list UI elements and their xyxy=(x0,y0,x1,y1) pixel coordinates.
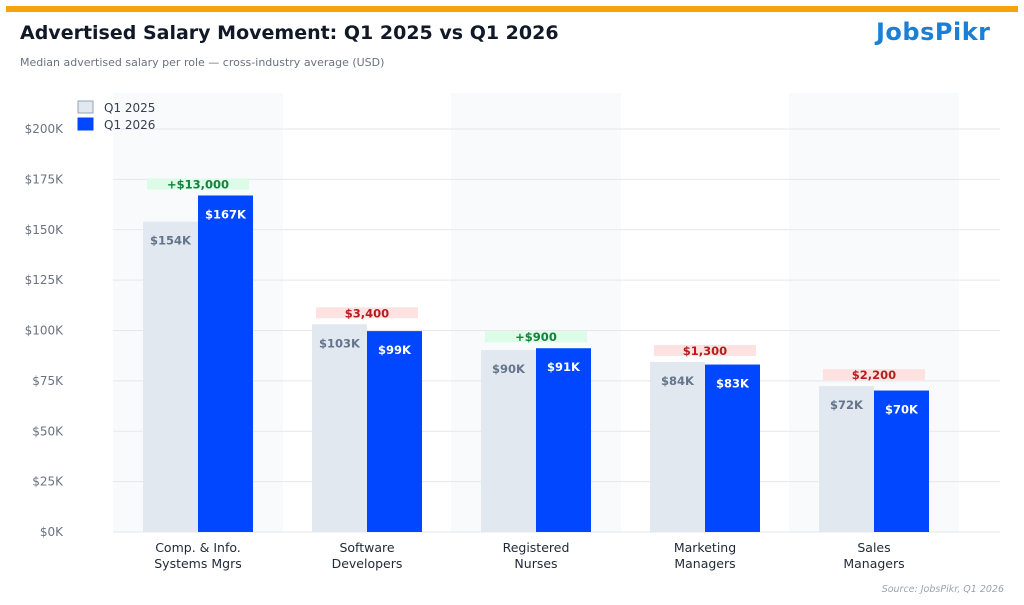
delta-label: $1,300 xyxy=(683,344,727,358)
data-label-q1-2026: $167K xyxy=(205,207,247,221)
data-label-q1-2025: $72K xyxy=(830,398,864,412)
bar-q1-2025 xyxy=(481,350,536,532)
delta-label: +$13,000 xyxy=(167,177,229,191)
bar-q1-2025 xyxy=(143,221,198,532)
bar-q1-2025 xyxy=(650,361,705,532)
x-tick-label: Sales xyxy=(857,540,890,555)
delta-badge xyxy=(485,331,587,343)
legend-swatch xyxy=(77,117,94,131)
y-tick-label: $75K xyxy=(32,374,64,388)
source-note: Source: JobsPikr, Q1 2026 xyxy=(881,584,1004,595)
x-tick-label: Managers xyxy=(674,556,735,571)
bar-q1-2026 xyxy=(367,331,422,532)
y-tick-label: $0K xyxy=(40,525,64,539)
jobspikr-logo: JobsPikr xyxy=(876,18,991,46)
x-tick-label: Software xyxy=(339,540,394,555)
y-tick-label: $125K xyxy=(25,273,65,287)
bar-q1-2025 xyxy=(819,386,874,532)
y-tick-label: $200K xyxy=(25,122,65,136)
accent-bar xyxy=(6,6,1018,12)
data-label-q1-2026: $91K xyxy=(547,360,581,374)
x-tick-label: Managers xyxy=(843,556,904,571)
delta-badge xyxy=(316,307,418,319)
y-tick-label: $175K xyxy=(25,172,65,186)
y-tick-label: $100K xyxy=(25,324,65,338)
delta-badge xyxy=(654,344,756,356)
data-label-q1-2025: $103K xyxy=(319,336,361,350)
bar-q1-2026 xyxy=(198,195,253,532)
chart-subtitle: Median advertised salary per role — cros… xyxy=(20,56,385,69)
legend-swatch xyxy=(77,100,94,114)
legend-label: Q1 2026 xyxy=(104,118,155,132)
bar-q1-2026 xyxy=(874,390,929,532)
delta-label: $3,400 xyxy=(345,306,389,320)
chart-title: Advertised Salary Movement: Q1 2025 vs Q… xyxy=(20,22,559,44)
data-label-q1-2026: $83K xyxy=(716,377,750,391)
data-label-q1-2026: $70K xyxy=(885,403,919,417)
legend-label: Q1 2025 xyxy=(104,101,155,115)
bar-q1-2026 xyxy=(536,348,591,532)
x-tick-label: Systems Mgrs xyxy=(154,556,241,571)
x-tick-label: Registered xyxy=(503,540,570,555)
x-tick-label: Developers xyxy=(332,556,403,571)
y-tick-label: $150K xyxy=(25,223,65,237)
data-label-q1-2025: $90K xyxy=(492,362,526,376)
bar-q1-2025 xyxy=(312,324,367,532)
delta-label: +$900 xyxy=(515,330,557,344)
delta-label: $2,200 xyxy=(852,368,896,382)
y-tick-label: $25K xyxy=(32,475,64,489)
y-tick-label: $50K xyxy=(32,424,64,438)
data-label-q1-2025: $84K xyxy=(661,374,695,388)
delta-badge xyxy=(147,178,249,190)
x-tick-label: Marketing xyxy=(674,540,736,555)
data-label-q1-2026: $99K xyxy=(378,343,412,357)
bar-q1-2026 xyxy=(705,364,760,532)
x-tick-label: Nurses xyxy=(514,556,557,571)
x-tick-label: Comp. & Info. xyxy=(155,540,241,555)
data-label-q1-2025: $154K xyxy=(150,234,192,248)
delta-badge xyxy=(823,369,925,381)
